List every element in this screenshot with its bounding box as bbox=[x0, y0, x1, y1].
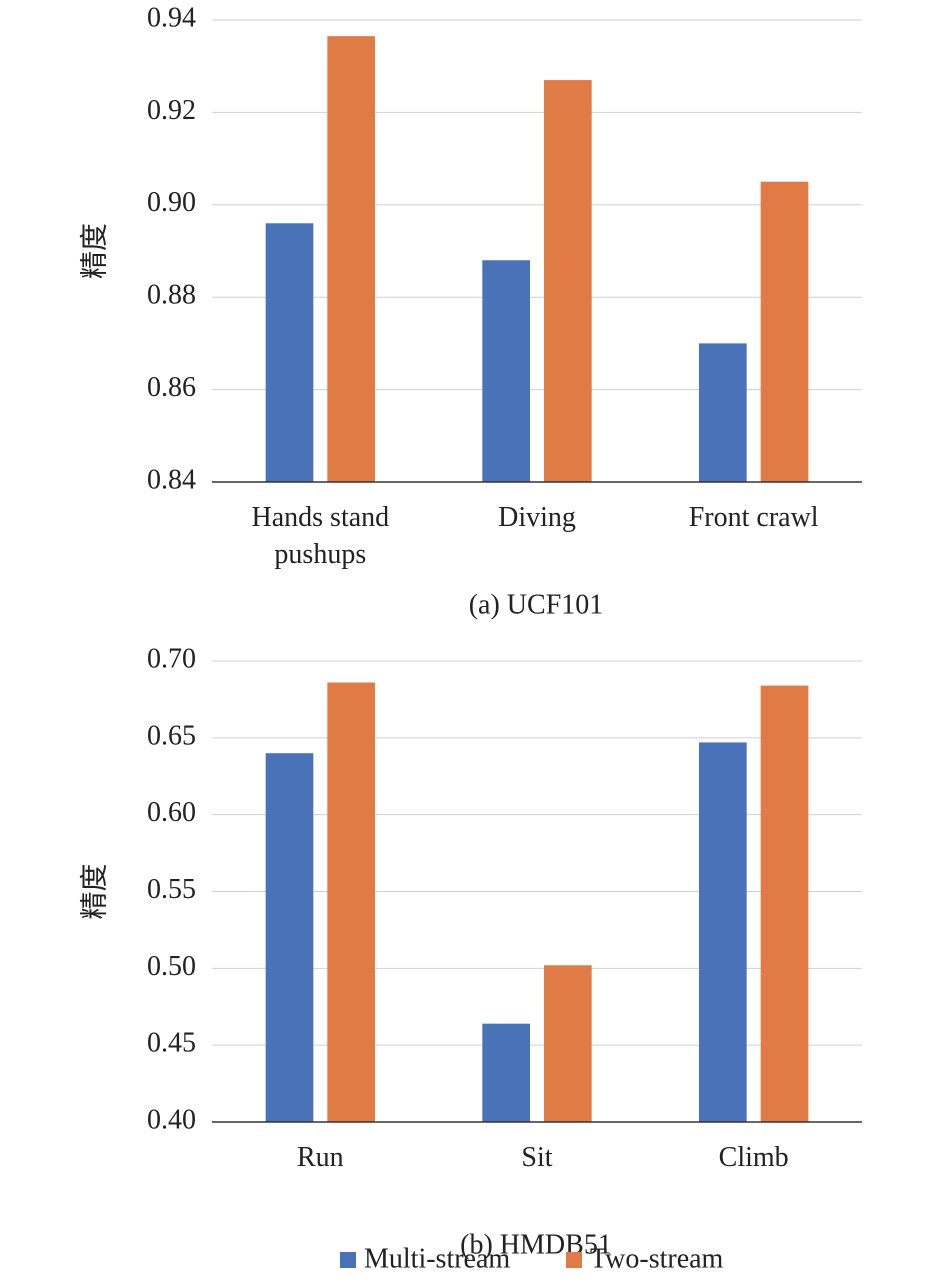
bar bbox=[327, 36, 375, 483]
chart-caption: (a) UCF101 bbox=[469, 589, 604, 620]
x-tick-label: Sit bbox=[521, 1142, 553, 1173]
x-tick-label: Front crawl bbox=[688, 502, 819, 533]
x-tick-label: Run bbox=[296, 1142, 344, 1173]
bar bbox=[760, 685, 809, 1122]
y-tick-label: 0.55 bbox=[147, 874, 196, 905]
y-axis-label: 精度 bbox=[78, 223, 110, 279]
bar bbox=[482, 260, 530, 482]
y-tick-label: 0.84 bbox=[147, 464, 196, 495]
bar bbox=[265, 753, 314, 1122]
x-tick-label: Hands stand pushups bbox=[251, 502, 390, 570]
bar bbox=[699, 343, 747, 482]
legend-swatch bbox=[566, 1252, 582, 1268]
y-tick-label: 0.50 bbox=[147, 951, 196, 982]
chart-caption: (b) HMDB51 bbox=[460, 1229, 612, 1260]
y-tick-label: 0.88 bbox=[147, 280, 196, 311]
y-tick-label: 0.86 bbox=[147, 372, 196, 403]
y-tick-label: 0.45 bbox=[147, 1028, 196, 1059]
bar bbox=[760, 181, 809, 482]
legend-swatch bbox=[340, 1252, 356, 1268]
x-tick-label: Climb bbox=[718, 1142, 789, 1173]
bar bbox=[482, 1023, 530, 1122]
bar bbox=[699, 742, 747, 1122]
legend-label: Two-stream bbox=[590, 1243, 724, 1274]
y-tick-label: 0.40 bbox=[147, 1104, 196, 1135]
y-axis-label: 精度 bbox=[78, 863, 110, 919]
y-tick-label: 0.92 bbox=[147, 95, 196, 126]
y-tick-label: 0.94 bbox=[147, 2, 196, 33]
y-tick-label: 0.60 bbox=[147, 797, 196, 828]
bar bbox=[544, 965, 592, 1122]
legend-label: Multi-stream bbox=[364, 1243, 510, 1274]
bar bbox=[544, 80, 592, 482]
y-tick-label: 0.65 bbox=[147, 720, 196, 751]
bar bbox=[327, 682, 375, 1122]
bar bbox=[265, 223, 314, 482]
y-tick-label: 0.70 bbox=[147, 643, 196, 674]
y-tick-label: 0.90 bbox=[147, 187, 196, 218]
x-tick-label: Diving bbox=[498, 502, 576, 533]
